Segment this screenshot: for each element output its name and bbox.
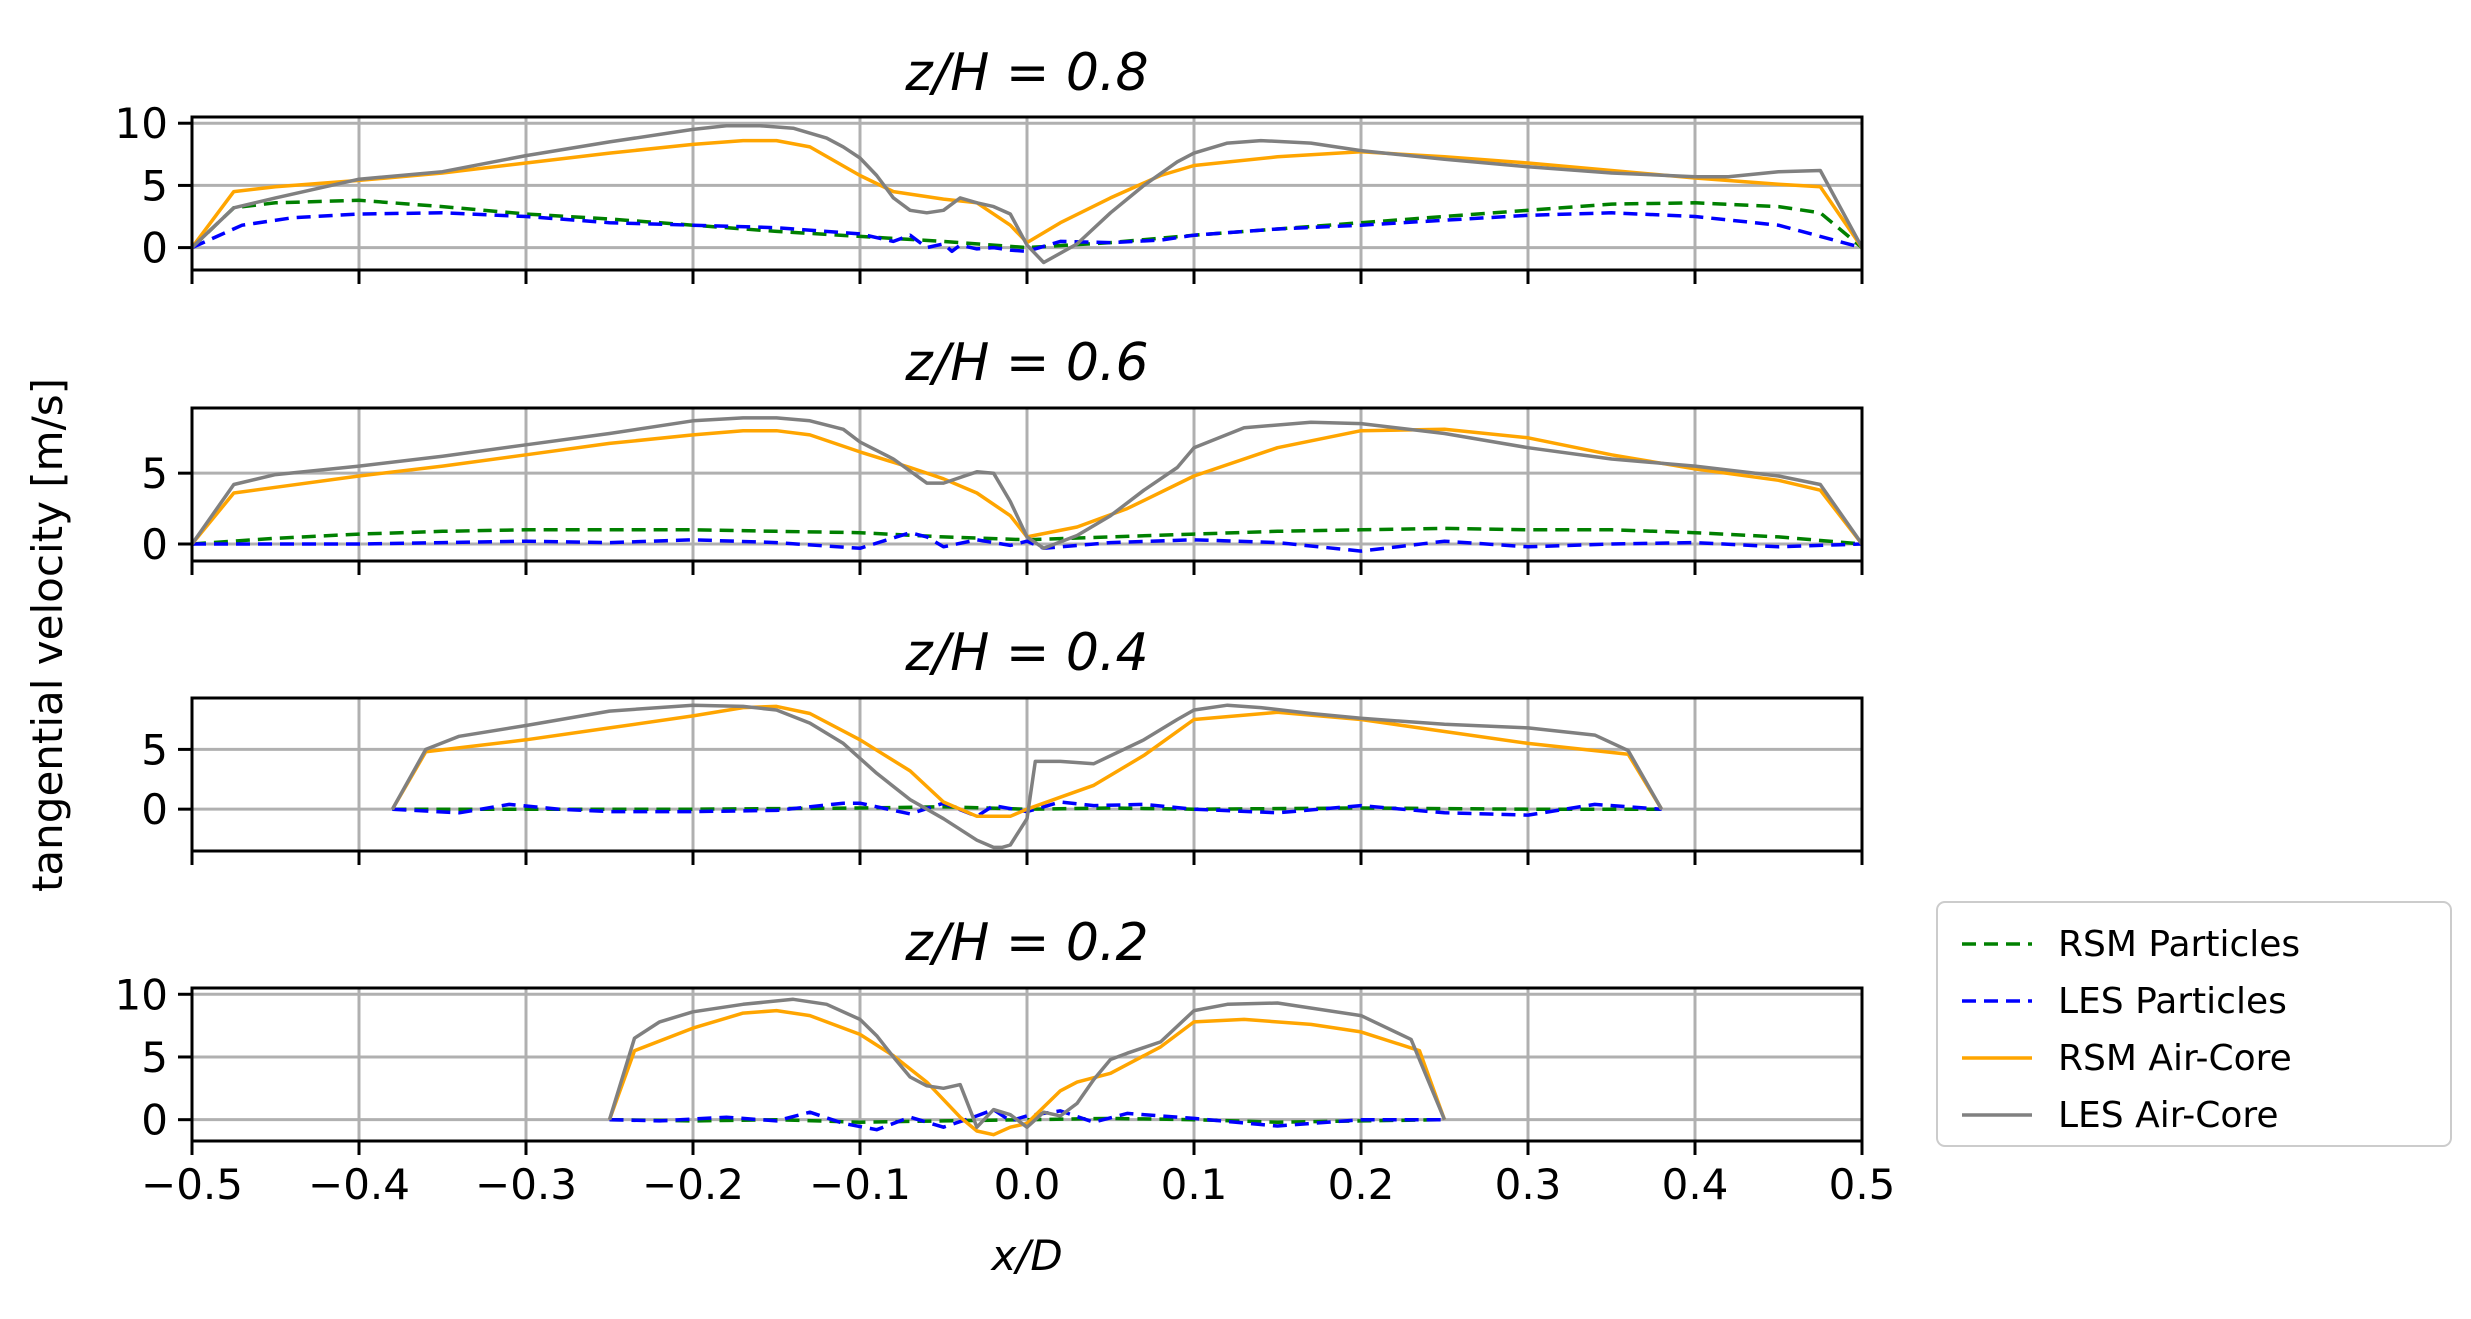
series-les-air-core	[607, 997, 1447, 1129]
y-tick-label: 5	[141, 725, 168, 774]
y-tick-label: 5	[141, 161, 168, 210]
axes-frame	[190, 986, 1864, 1143]
legend-label: RSM Particles	[2058, 924, 2300, 965]
series-les-air-core	[192, 416, 1862, 551]
x-tick-label: 0.4	[1662, 1160, 1729, 1209]
axes-frame	[190, 115, 1864, 272]
legend-label: LES Air-Core	[2058, 1095, 2279, 1136]
y-tick-label: 0	[141, 224, 168, 273]
legend: RSM Particles LES Particles RSM Air-Core LE…	[1936, 901, 2452, 1147]
x-tick-label: −0.4	[308, 1160, 410, 1209]
subplot-3: 0 5 z/H = 0.4	[141, 623, 1864, 865]
x-tick-label: 0.3	[1495, 1160, 1562, 1209]
series-les-particles	[192, 211, 1862, 254]
series-les-particles	[609, 1107, 1445, 1132]
x-tick-label: 0.0	[994, 1160, 1061, 1209]
series-les-air-core	[390, 703, 1664, 850]
subplot-4: −0.5 −0.4 −0.3 −0.2 −0.1 0.0 0.1 0.2 0.3 0.4 0.5 0 5…	[115, 913, 1896, 1209]
legend-label: LES Particles	[2058, 981, 2287, 1022]
x-tick-label: 0.5	[1829, 1160, 1896, 1209]
subplot-title: z/H = 0.4	[904, 623, 1148, 683]
series-rsm-air-core	[192, 427, 1862, 546]
x-tick-label: 0.2	[1328, 1160, 1395, 1209]
axes-frame	[190, 696, 1864, 853]
subplot-title: z/H = 0.2	[904, 913, 1148, 973]
axes-frame	[190, 406, 1864, 563]
x-tick-label: 0.1	[1161, 1160, 1228, 1209]
y-tick-label: 5	[141, 1033, 168, 1082]
series-rsm-particles	[192, 526, 1862, 546]
legend-item: RSM Particles	[1962, 924, 2300, 965]
legend-label: RSM Air-Core	[2058, 1038, 2292, 1079]
series-les-particles	[392, 800, 1662, 819]
legend-item: LES Air-Core	[1962, 1095, 2279, 1136]
subplot-2: 0 5 z/H = 0.6	[141, 333, 1864, 575]
y-tick-label: 10	[115, 970, 168, 1019]
legend-item: LES Particles	[1962, 981, 2287, 1022]
x-tick-label: −0.2	[642, 1160, 744, 1209]
subplot-title: z/H = 0.8	[904, 43, 1148, 103]
series-les-air-core	[192, 123, 1862, 265]
subplot-title: z/H = 0.6	[904, 333, 1148, 393]
y-tick-label: 10	[115, 99, 168, 148]
series-rsm-air-core	[390, 704, 1664, 819]
legend-frame	[1936, 901, 2452, 1147]
series-les-particles	[192, 530, 1862, 553]
y-tick-label: 5	[141, 449, 168, 498]
x-tick-label: −0.1	[809, 1160, 911, 1209]
series-rsm-particles	[392, 805, 1662, 811]
y-tick-label: 0	[141, 520, 168, 569]
y-tick-label: 0	[141, 785, 168, 834]
x-tick-label: −0.3	[475, 1160, 577, 1209]
series-rsm-air-core	[607, 1008, 1447, 1137]
y-axis-label: tangential velocity [m/s]	[23, 378, 72, 892]
legend-item: RSM Air-Core	[1962, 1038, 2292, 1079]
y-tick-label: 0	[141, 1096, 168, 1145]
x-axis-label: x/D	[989, 1231, 1062, 1280]
x-tick-label: −0.5	[141, 1160, 243, 1209]
series-rsm-air-core	[192, 138, 1862, 249]
subplot-1: 0 5 10 z/H = 0.8	[115, 43, 1864, 284]
